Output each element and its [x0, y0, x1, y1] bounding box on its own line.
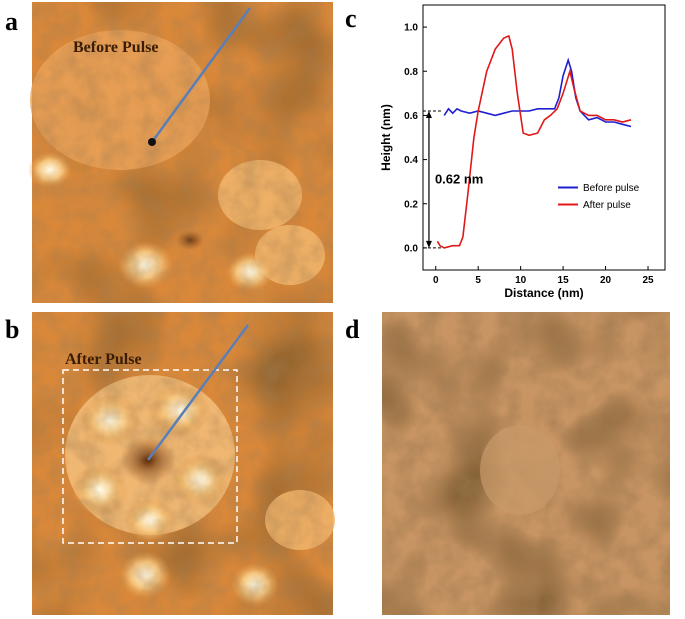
panel-caption: Before Pulse [73, 39, 158, 56]
y-tick-label: 0.0 [404, 243, 418, 254]
x-tick-label: 0 [433, 275, 439, 286]
stm-image-b [32, 312, 335, 615]
x-tick-label: 5 [475, 275, 481, 286]
stm-image-d [382, 312, 670, 615]
y-tick-label: 0.8 [404, 67, 418, 78]
x-tick-label: 10 [515, 275, 527, 286]
legend-label: After pulse [583, 200, 631, 211]
profile-chart: 0 5 10 15 20 25 0.0 0.2 0.4 0.6 0.8 1.0 Distance (nm… [379, 4, 666, 300]
panel-label: a [5, 7, 18, 36]
line-series [436, 34, 632, 249]
line-series [443, 57, 632, 128]
y-tick-label: 1.0 [404, 23, 418, 34]
x-tick-label: 25 [642, 275, 654, 286]
panel-label: d [345, 315, 360, 344]
y-tick-label: 0.6 [404, 111, 418, 122]
x-tick-label: 20 [600, 275, 612, 286]
y-tick-label: 0.2 [404, 199, 418, 210]
panel-caption: After Pulse [65, 351, 142, 368]
legend-label: Before pulse [583, 183, 640, 194]
x-axis-label: Distance (nm) [504, 286, 583, 300]
stm-image-a [28, 2, 333, 303]
plot-frame [422, 4, 666, 271]
y-tick-label: 0.4 [404, 155, 418, 166]
arrow-head [425, 111, 432, 118]
panel-label: b [5, 315, 19, 344]
panel-label: c [345, 4, 357, 33]
y-axis-label: Height (nm) [379, 104, 393, 171]
annotation: 0.62 nm [435, 171, 483, 186]
arrow-head [425, 240, 432, 248]
x-tick-label: 15 [558, 275, 570, 286]
